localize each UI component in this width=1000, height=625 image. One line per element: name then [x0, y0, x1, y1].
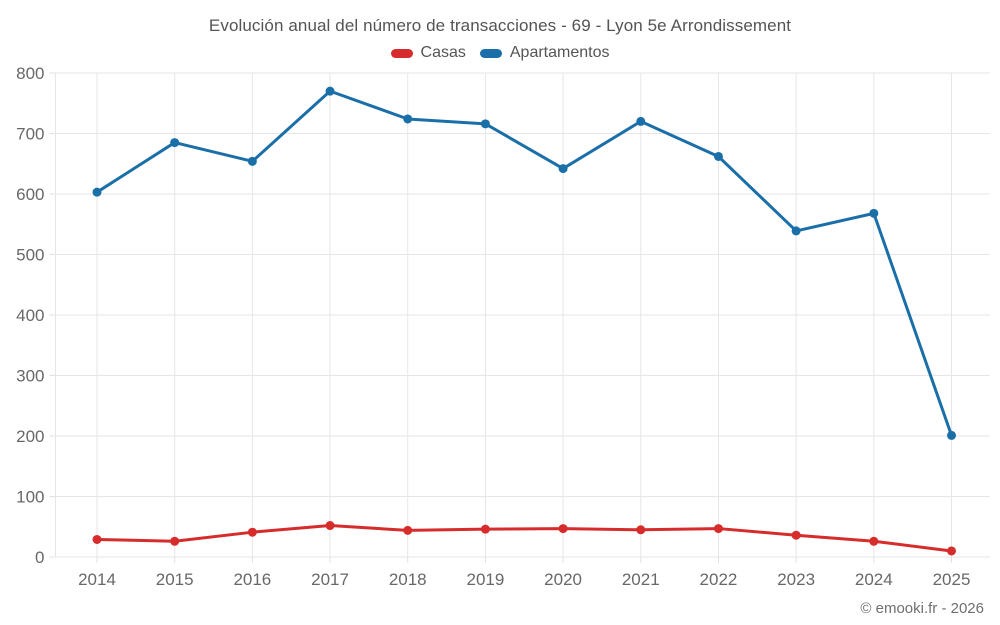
data-point-casas-2024[interactable]: [869, 536, 879, 546]
data-point-casas-2019[interactable]: [480, 524, 490, 534]
x-axis-tick-label: 2019: [466, 570, 504, 589]
x-axis-tick-label: 2014: [78, 570, 116, 589]
legend-label-apartamentos: Apartamentos: [509, 44, 610, 61]
data-points: [92, 86, 956, 556]
chart-legend: Casas Apartamentos: [0, 44, 1000, 62]
x-axis-tick-label: 2020: [544, 570, 582, 589]
x-axis-tick-label: 2016: [233, 570, 271, 589]
data-point-apartamentos-2021[interactable]: [636, 116, 646, 126]
axis-labels: 0 100 200 300 400 500 600 700 800 2014 2015 2016 201…: [16, 64, 970, 589]
data-point-apartamentos-2016[interactable]: [247, 156, 257, 166]
series-line-casas: [95, 524, 953, 553]
data-point-casas-2015[interactable]: [170, 536, 180, 546]
data-point-casas-2022[interactable]: [713, 524, 723, 534]
data-point-apartamentos-2014[interactable]: [92, 187, 102, 197]
x-axis-tick-label: 2024: [855, 570, 893, 589]
data-point-apartamentos-2022[interactable]: [713, 151, 723, 161]
y-axis-tick-label: 800: [16, 64, 44, 83]
data-point-casas-2023[interactable]: [791, 530, 801, 540]
x-axis-tick-label: 2025: [933, 570, 971, 589]
legend-swatch-apartamentos-icon: [479, 48, 502, 58]
y-axis-tick-label: 700: [16, 125, 44, 144]
data-point-casas-2020[interactable]: [558, 524, 568, 534]
gridlines: [49, 72, 990, 563]
data-point-apartamentos-2024[interactable]: [869, 208, 879, 218]
y-axis-tick-label: 600: [16, 185, 44, 204]
data-point-apartamentos-2015[interactable]: [170, 138, 180, 148]
x-axis-tick-label: 2023: [777, 570, 815, 589]
x-axis-tick-label: 2017: [311, 570, 349, 589]
data-point-apartamentos-2023[interactable]: [791, 226, 801, 236]
data-point-casas-2017[interactable]: [325, 521, 335, 531]
chart-title: Evolución anual del número de transaccio…: [208, 16, 792, 35]
data-point-casas-2021[interactable]: [636, 525, 646, 535]
legend-label-casas: Casas: [420, 44, 466, 61]
legend-swatch-casas-icon: [390, 48, 413, 58]
data-point-casas-2016[interactable]: [247, 527, 257, 537]
series-lines: [95, 89, 953, 553]
data-point-apartamentos-2019[interactable]: [480, 119, 490, 129]
data-point-apartamentos-2020[interactable]: [558, 164, 568, 174]
data-point-casas-2025[interactable]: [947, 546, 956, 556]
y-axis-tick-label: 400: [16, 306, 44, 325]
y-axis-tick-label: 200: [16, 427, 44, 446]
x-axis-tick-label: 2021: [622, 570, 660, 589]
legend-item-apartamentos[interactable]: Apartamentos: [479, 44, 610, 62]
data-point-apartamentos-2025[interactable]: [947, 430, 956, 440]
data-point-apartamentos-2018[interactable]: [403, 114, 413, 124]
y-axis-tick-label: 100: [16, 488, 44, 507]
y-axis-tick-label: 300: [16, 367, 44, 386]
series-line-apartamentos: [95, 89, 953, 437]
chart-footer-attribution: © emooki.fr - 2026: [860, 600, 984, 617]
data-point-casas-2014[interactable]: [92, 534, 102, 544]
x-axis-tick-label: 2015: [156, 570, 194, 589]
x-axis-tick-label: 2018: [389, 570, 427, 589]
y-axis-tick-label: 0: [35, 548, 44, 567]
data-point-apartamentos-2017[interactable]: [325, 86, 335, 96]
y-axis-tick-label: 500: [16, 246, 44, 265]
legend-item-casas[interactable]: Casas: [390, 44, 466, 62]
data-point-casas-2018[interactable]: [403, 525, 413, 535]
x-axis-tick-label: 2022: [700, 570, 738, 589]
